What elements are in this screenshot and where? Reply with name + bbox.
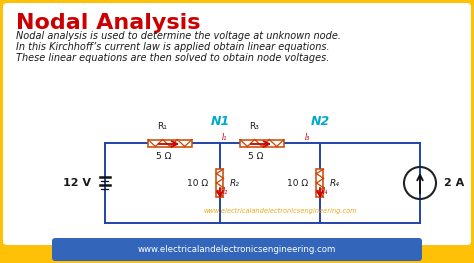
Text: 5 Ω: 5 Ω — [156, 152, 172, 161]
Text: 2 A: 2 A — [444, 178, 464, 188]
Text: 10 Ω: 10 Ω — [187, 179, 208, 188]
Text: www.electricalandelectronicsengineering.com: www.electricalandelectronicsengineering.… — [138, 245, 336, 255]
Text: N1: N1 — [210, 115, 229, 128]
Text: I₃: I₃ — [305, 133, 310, 142]
Text: Nodal Analysis: Nodal Analysis — [16, 13, 201, 33]
Text: www.electricalandelectronicsengineering.com: www.electricalandelectronicsengineering.… — [203, 208, 357, 214]
FancyBboxPatch shape — [52, 238, 422, 261]
Text: 10 Ω: 10 Ω — [287, 179, 308, 188]
Text: R₄: R₄ — [330, 179, 340, 188]
Text: N2: N2 — [310, 115, 329, 128]
Bar — [217, 169, 224, 197]
Text: R₂: R₂ — [230, 179, 240, 188]
Text: Nodal analysis is used to determine the voltage at unknown node.: Nodal analysis is used to determine the … — [16, 31, 341, 41]
Bar — [317, 169, 323, 197]
Text: I₄: I₄ — [323, 186, 328, 195]
FancyBboxPatch shape — [3, 3, 471, 245]
Bar — [148, 139, 192, 146]
Text: 5 Ω: 5 Ω — [248, 152, 264, 161]
Text: R₃: R₃ — [249, 122, 259, 131]
Text: In this Kirchhoff’s current law is applied obtain linear equations.: In this Kirchhoff’s current law is appli… — [16, 42, 329, 52]
Text: These linear equations are then solved to obtain node voltages.: These linear equations are then solved t… — [16, 53, 329, 63]
Text: 12 V: 12 V — [63, 178, 91, 188]
Bar — [240, 139, 284, 146]
Text: R₁: R₁ — [157, 122, 167, 131]
Text: I₁: I₁ — [222, 133, 227, 142]
Text: I₂: I₂ — [223, 186, 228, 195]
